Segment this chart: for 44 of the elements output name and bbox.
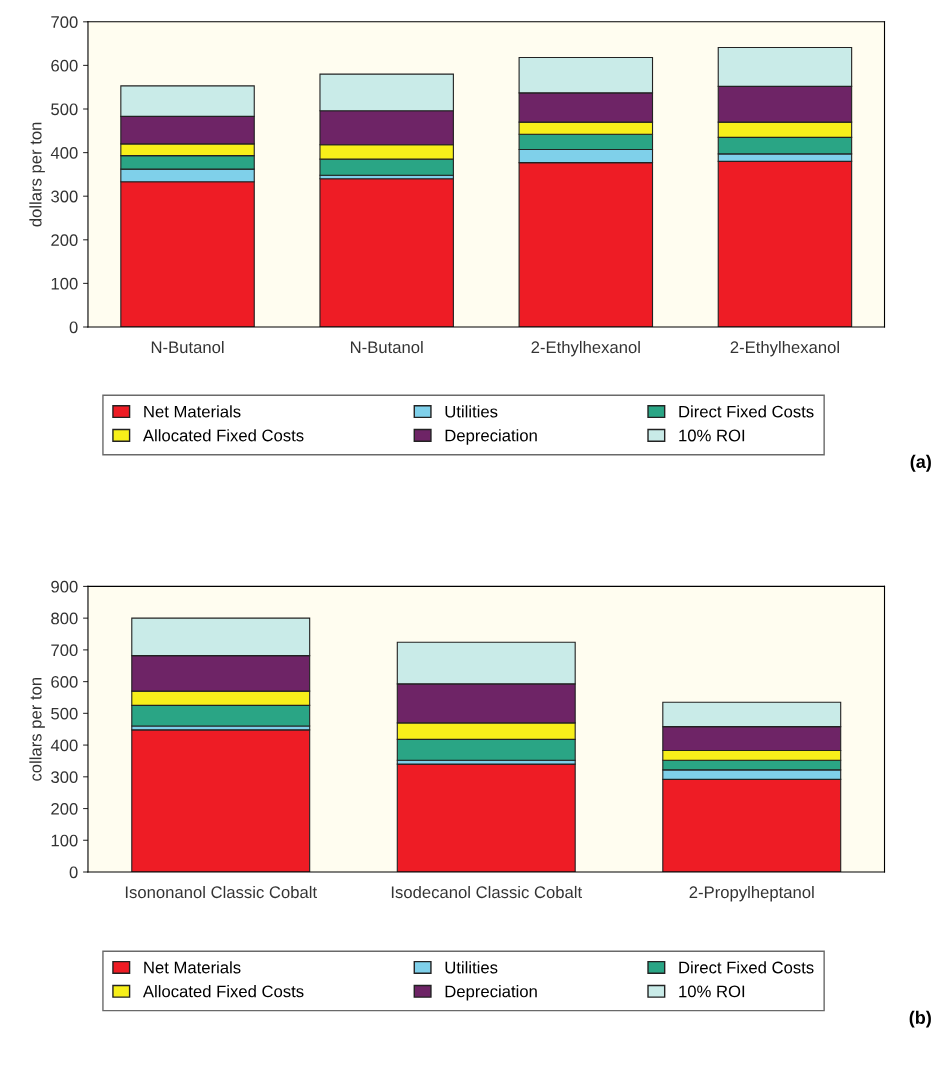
y-tick-label: 100 — [51, 834, 78, 847]
y-tick-label: 800 — [51, 612, 78, 625]
y-axis-title: collars per ton — [29, 677, 45, 781]
bar — [396, 763, 576, 872]
y-axis-title: dollars per ton — [29, 122, 45, 227]
y-tick-label: 600 — [51, 676, 78, 688]
y-tick-label: 0 — [69, 866, 78, 879]
x-tick-label: 2-Propylheptanol — [689, 885, 814, 902]
legend-label: Depreciation — [445, 429, 537, 445]
legend-label: 10% ROI — [679, 429, 745, 442]
y-tick-label: 200 — [51, 802, 78, 815]
x-tick-label: 2-Ethylhexanol — [531, 340, 640, 357]
x-tick-label: 2-Ethylhexanol — [730, 340, 839, 357]
legend-label: Direct Fixed Costs — [679, 405, 814, 418]
y-tick-label: 500 — [51, 103, 78, 116]
bar — [131, 729, 311, 872]
y-tick-label: 0 — [69, 321, 78, 334]
y-tick-label: 900 — [51, 580, 78, 593]
y-tick-label: 500 — [51, 707, 78, 720]
text: (b) — [909, 1010, 931, 1028]
y-tick-label: 700 — [51, 644, 78, 657]
legend-label: Allocated Fixed Costs — [142, 985, 304, 998]
y-tick-label: 400 — [50, 147, 78, 159]
x-tick-label: N-Butanol — [350, 340, 423, 354]
x-tick-label: N-Butanol — [151, 340, 224, 354]
text: (a) — [910, 454, 931, 472]
legend-label: 10% ROI — [679, 985, 745, 998]
legend-label: Utilities — [445, 961, 498, 974]
legend-label: Utilities — [445, 405, 498, 418]
legend-label: Direct Fixed Costs — [679, 961, 814, 974]
y-tick-label: 400 — [50, 739, 78, 752]
legend-label: Allocated Fixed Costs — [142, 429, 304, 442]
legend-label: Net Materials — [144, 961, 241, 974]
x-tick-label: Isononanol Classic Cobalt — [125, 885, 317, 899]
y-tick-label: 300 — [51, 190, 78, 203]
y-tick-label: 700 — [51, 16, 78, 28]
y-tick-label: 300 — [51, 771, 78, 784]
y-tick-label: 100 — [51, 277, 78, 290]
y-tick-label: 600 — [51, 59, 78, 72]
legend-label: Net Materials — [144, 405, 241, 418]
bar — [319, 178, 454, 327]
x-tick-label: Isodecanol Classic Cobalt — [391, 885, 583, 899]
y-tick-label: 200 — [51, 234, 78, 246]
legend-label: Depreciation — [445, 985, 537, 1001]
